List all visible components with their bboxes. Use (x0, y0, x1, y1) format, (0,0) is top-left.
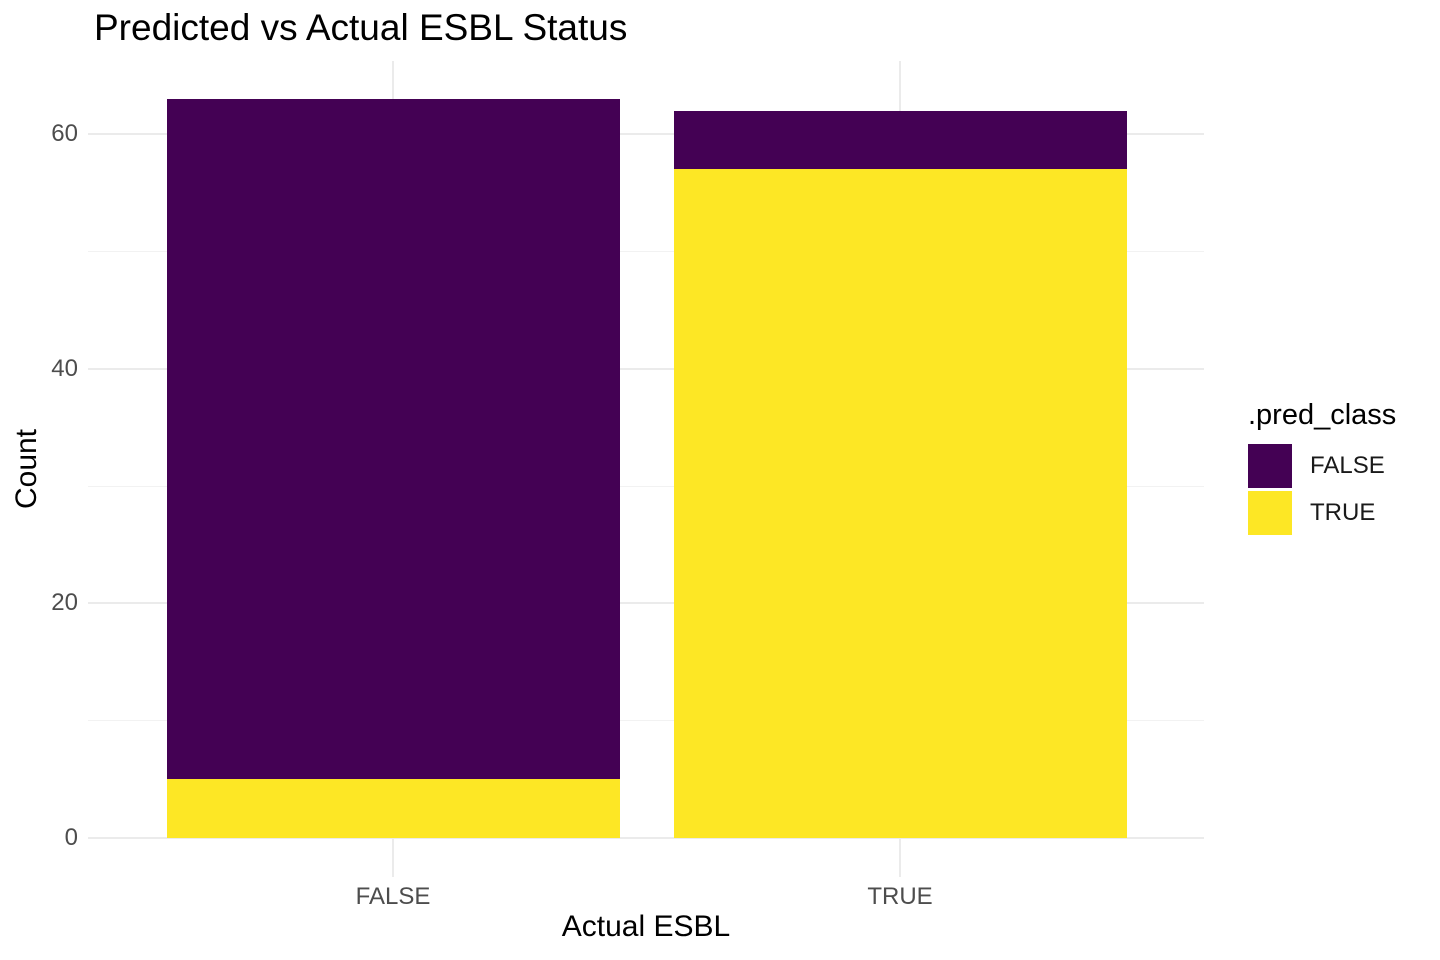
gridline-minor (88, 720, 1204, 722)
y-tick-label-0: 0 (64, 824, 78, 851)
y-tick-label-40: 40 (51, 354, 78, 382)
gridline-major (88, 837, 1204, 839)
y-tick-label-60: 60 (51, 120, 78, 147)
x-tick-label-false: FALSE (355, 883, 431, 910)
gridline-major (88, 133, 1204, 135)
y-axis-title: Count (10, 428, 43, 510)
plot-panel (88, 61, 1204, 877)
bar-segment-pred-true-actual-true (673, 169, 1127, 838)
legend-swatch-true (1248, 491, 1292, 535)
legend: .pred_class FALSE TRUE (1248, 398, 1396, 538)
legend-label-false: FALSE (1310, 452, 1385, 479)
legend-label-true: TRUE (1310, 499, 1376, 526)
x-axis-title: Actual ESBL (561, 910, 731, 943)
gridline-major (88, 602, 1204, 605)
gridline-major (88, 367, 1204, 370)
gridline-minor (88, 485, 1204, 487)
legend-entries: FALSE TRUE (1248, 444, 1396, 535)
gridline-minor (88, 250, 1204, 252)
legend-swatch-false (1248, 444, 1292, 488)
legend-title: .pred_class (1248, 399, 1397, 431)
bar-segment-pred-false-actual-false (166, 98, 620, 780)
chart-title: Predicted vs Actual ESBL Status (94, 7, 628, 48)
bar-segment-pred-false-actual-true (673, 110, 1127, 170)
legend-entry-false: FALSE (1248, 444, 1396, 488)
x-tick-label-true: TRUE (867, 883, 933, 910)
bar-segment-pred-true-actual-false (166, 779, 620, 838)
y-tick-label-20: 20 (51, 589, 78, 617)
legend-entry-true: TRUE (1248, 491, 1396, 535)
